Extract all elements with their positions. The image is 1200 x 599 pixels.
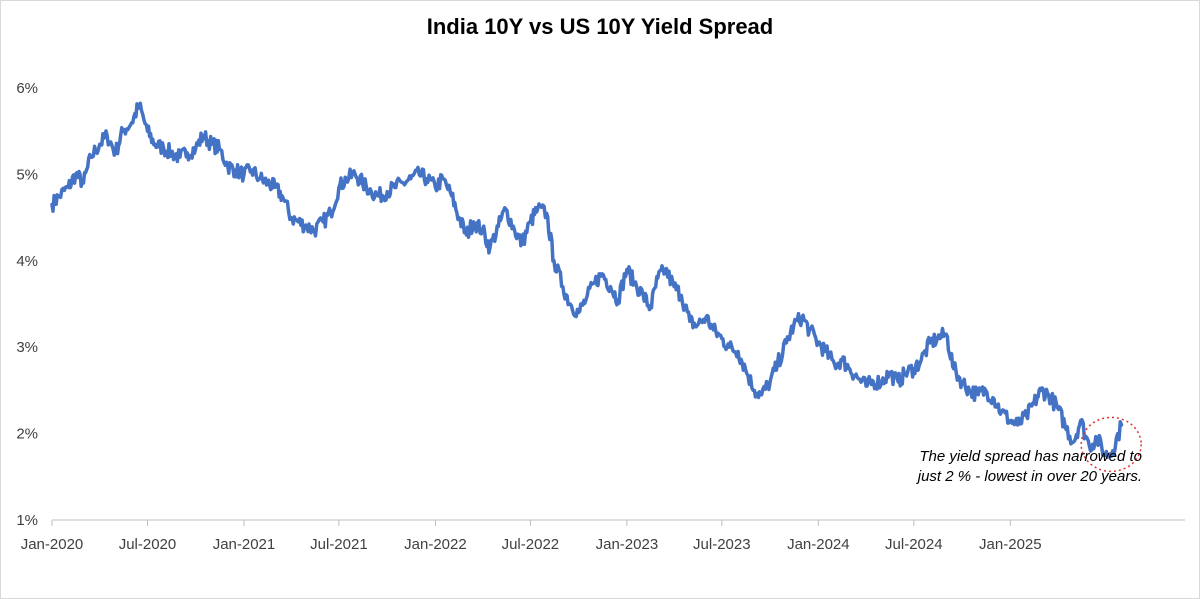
x-tick-label: Jul-2024: [885, 536, 943, 553]
y-tick-label: 6%: [16, 80, 38, 97]
annotation-text: The yield spread has narrowed to just 2 …: [918, 447, 1142, 487]
annotation-line-1: The yield spread has narrowed to: [919, 448, 1142, 465]
x-tick-label: Jul-2022: [502, 536, 560, 553]
y-tick-label: 2%: [16, 426, 38, 443]
y-tick-label: 5%: [16, 166, 38, 183]
series-layer: [50, 101, 1124, 460]
x-tick-label: Jan-2025: [979, 536, 1042, 553]
y-tick-label: 3%: [16, 339, 38, 356]
series-line: [50, 101, 1124, 460]
x-tick-label: Jul-2020: [119, 536, 177, 553]
y-tick-label: 4%: [16, 253, 38, 270]
x-tick-label: Jan-2024: [787, 536, 850, 553]
x-tick-label: Jan-2021: [213, 536, 276, 553]
chart-title: India 10Y vs US 10Y Yield Spread: [426, 14, 774, 39]
annotation-line-2: just 2 % - lowest in over 20 years.: [917, 468, 1142, 485]
tick-labels: 1% 2% 3% 4% 5% 6% Jan-2020 Jul-2020 Jan-2021 Jul-…: [16, 80, 1041, 553]
highlight-circle: [1080, 416, 1142, 473]
y-tick-label: 1%: [16, 512, 38, 529]
axes: [51, 519, 1185, 526]
highlight-layer: [1080, 416, 1142, 473]
x-tick-label: Jan-2020: [21, 536, 84, 553]
x-tick-label: Jan-2022: [404, 536, 467, 553]
x-tick-label: Jul-2021: [310, 536, 368, 553]
x-tick-label: Jul-2023: [693, 536, 751, 553]
x-tick-label: Jan-2023: [596, 536, 659, 553]
